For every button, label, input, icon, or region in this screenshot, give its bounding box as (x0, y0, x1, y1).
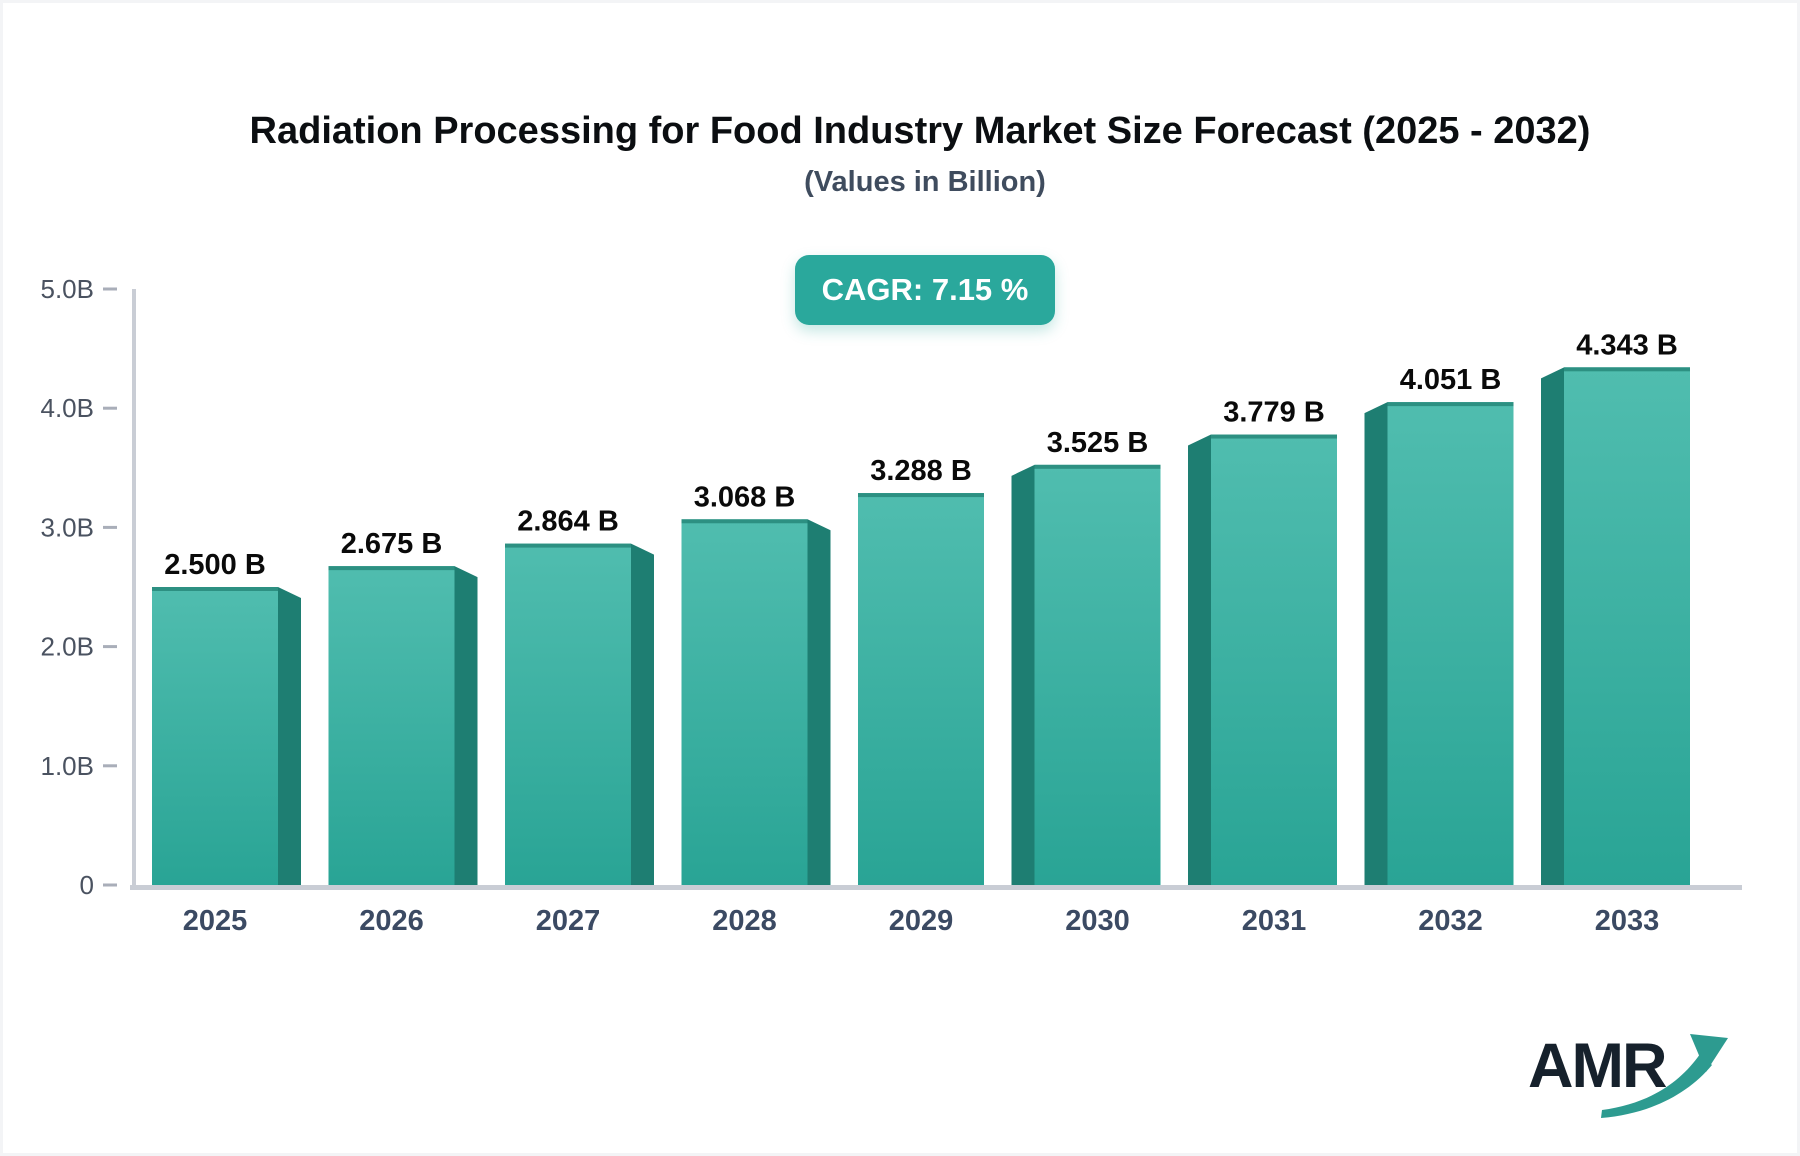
bar-2026: 2.675 B 2026 (328, 528, 478, 937)
bar-face (328, 566, 455, 885)
x-axis-label: 2028 (712, 905, 777, 937)
bar-face (1387, 402, 1514, 885)
bar-face (858, 493, 984, 885)
y-axis-line (132, 289, 136, 888)
x-axis-label: 2026 (359, 905, 424, 937)
bar-value-label: 4.051 B (1400, 364, 1502, 396)
bar-top-edge (1034, 464, 1161, 469)
x-axis-label: 2027 (536, 905, 601, 937)
bar-side-face (278, 587, 301, 885)
bar-side-face (1188, 434, 1211, 885)
x-axis-baseline (130, 885, 1742, 890)
cagr-badge-label: CAGR: 7.15 % (821, 272, 1029, 307)
bar-side-face (1364, 402, 1388, 885)
bar-top-edge (1564, 367, 1690, 372)
y-axis-tick (103, 406, 117, 410)
bar-value-label: 2.500 B (164, 549, 266, 581)
bar-top-edge (858, 493, 984, 498)
y-axis-label: 4.0B (41, 393, 95, 423)
x-axis-label: 2032 (1418, 905, 1483, 937)
bar-top-edge (1211, 434, 1337, 439)
bar-face (505, 543, 631, 885)
bar-top-edge (328, 566, 455, 571)
x-axis-label: 2025 (183, 905, 248, 937)
bar-side-face (807, 519, 831, 885)
bar-2029: 3.288 B 2029 (858, 455, 984, 937)
growth-arrow-icon (1601, 1034, 1728, 1118)
bar-value-label: 3.068 B (694, 481, 796, 513)
bar-top-edge (505, 543, 631, 548)
bar-2031: 3.779 B 2031 (1188, 397, 1337, 937)
bar-side-face (454, 566, 478, 885)
x-axis-label: 2033 (1595, 905, 1660, 937)
y-axis-label: 1.0B (41, 751, 95, 781)
y-axis-label: 0 (80, 870, 94, 900)
y-axis-tick (103, 287, 117, 291)
bar-value-label: 4.343 B (1576, 329, 1678, 361)
x-axis-label: 2029 (889, 905, 954, 937)
x-axis-label: 2030 (1065, 905, 1130, 937)
bar-face (1034, 464, 1161, 885)
bar-2030: 3.525 B 2030 (1011, 427, 1161, 937)
y-axis-label: 2.0B (41, 632, 95, 662)
bar-side-face (1541, 367, 1564, 885)
bar-face (681, 519, 808, 885)
bar-face (1211, 434, 1337, 885)
y-axis-tick (103, 764, 117, 768)
y-axis-tick (103, 883, 117, 887)
bar-value-label: 2.864 B (517, 506, 619, 538)
y-axis-tick (103, 525, 117, 529)
bar-value-label: 3.288 B (870, 455, 972, 487)
y-axis-label: 5.0B (41, 274, 95, 304)
bar-value-label: 3.525 B (1047, 427, 1149, 459)
bar-2032: 4.051 B 2032 (1364, 364, 1514, 937)
page-subtitle: (Values in Billion) (804, 166, 1046, 198)
bar-2033: 4.343 B 2033 (1541, 329, 1690, 937)
bar-face (152, 587, 278, 885)
bar-top-edge (681, 519, 808, 524)
bar-top-edge (152, 587, 278, 591)
y-axis-tick (103, 645, 117, 649)
bar-value-label: 2.675 B (341, 528, 443, 560)
bar-face (1564, 367, 1690, 885)
bar-side-face (631, 543, 654, 885)
cagr-badge: CAGR: 7.15 % (795, 255, 1055, 325)
amr-logo: AMR (1528, 1030, 1748, 1125)
x-axis-label: 2031 (1242, 905, 1307, 937)
y-axis-label: 3.0B (41, 512, 95, 542)
bar-value-label: 3.779 B (1223, 397, 1325, 429)
amr-logo-text: AMR (1528, 1031, 1667, 1101)
bar-side-face (1011, 464, 1035, 885)
bar-2025: 2.500 B 2025 (152, 549, 301, 937)
bar-top-edge (1387, 402, 1514, 407)
bar-2027: 2.864 B 2027 (505, 506, 654, 937)
page-title: Radiation Processing for Food Industry M… (249, 110, 1591, 152)
bar-2028: 3.068 B 2028 (681, 481, 831, 937)
